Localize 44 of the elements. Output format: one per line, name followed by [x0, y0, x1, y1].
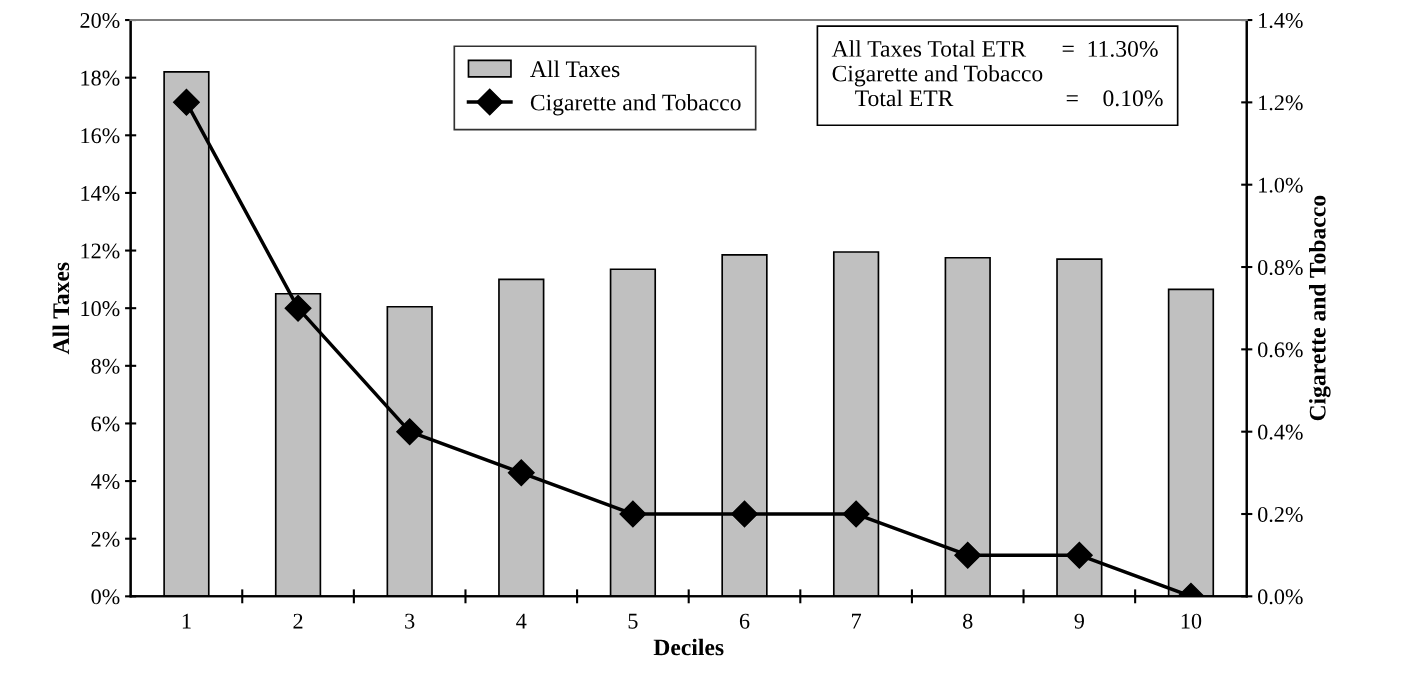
y-tick-label: 14% [81, 185, 120, 201]
x-tick-label: 10 [1181, 613, 1202, 629]
y2-axis-title: Cigarette and Tobacco [1309, 195, 1331, 421]
point [172, 88, 200, 116]
y-tick-label: 6% [91, 416, 120, 432]
y-tick-label: 8% [91, 358, 120, 374]
x-tick-label: 4 [516, 613, 527, 629]
y2-tick-label: 0.0% [1258, 589, 1303, 605]
y-tick-label: 0% [91, 589, 120, 605]
point [1065, 541, 1093, 569]
y2-tick-label: 1.4% [1259, 12, 1303, 29]
y-tick-label: 12% [81, 243, 120, 259]
x-tick-label: 2 [293, 613, 303, 629]
y2-tick-label: 1.0% [1259, 177, 1303, 193]
y2-tick-label: 0.8% [1258, 259, 1303, 276]
point [507, 459, 535, 487]
x-tick-label: 5 [628, 613, 638, 629]
point [619, 500, 647, 528]
x-tick-label: 8 [963, 613, 973, 629]
x-tick-label: 7 [852, 613, 862, 629]
point [954, 541, 982, 569]
x-tick-label: 3 [405, 613, 415, 629]
legend-label: Cigarette and Tobacco [530, 93, 741, 116]
y-axis-title: All Taxes [52, 262, 70, 355]
y2-tick-label: 1.2% [1259, 95, 1303, 111]
x-tick-label: 9 [1074, 613, 1084, 629]
annotation: All Taxes Total ETR = 11.30% Cigarette and Tobacco Total ETR = 0.10% [831, 40, 1163, 107]
y-tick-label: 18% [81, 70, 120, 86]
point [396, 418, 424, 446]
y-tick-label: 10% [81, 301, 120, 317]
x-tick-label: 6 [739, 613, 750, 629]
y-tick-label: 4% [91, 474, 120, 490]
y-tick-label: 2% [91, 531, 120, 547]
legend-label: All Taxes [530, 60, 620, 78]
y2-tick-label: 0.4% [1258, 424, 1303, 440]
x-tick-label: 1 [182, 613, 191, 629]
y-tick-label: 20% [80, 12, 120, 29]
y2-tick-label: 0.2% [1258, 506, 1303, 523]
point [284, 294, 312, 322]
point [842, 500, 870, 528]
point [731, 500, 758, 528]
y2-tick-label: 0.6% [1258, 342, 1303, 358]
x-axis-title: Deciles [653, 638, 724, 656]
y-tick-label: 16% [81, 128, 120, 144]
